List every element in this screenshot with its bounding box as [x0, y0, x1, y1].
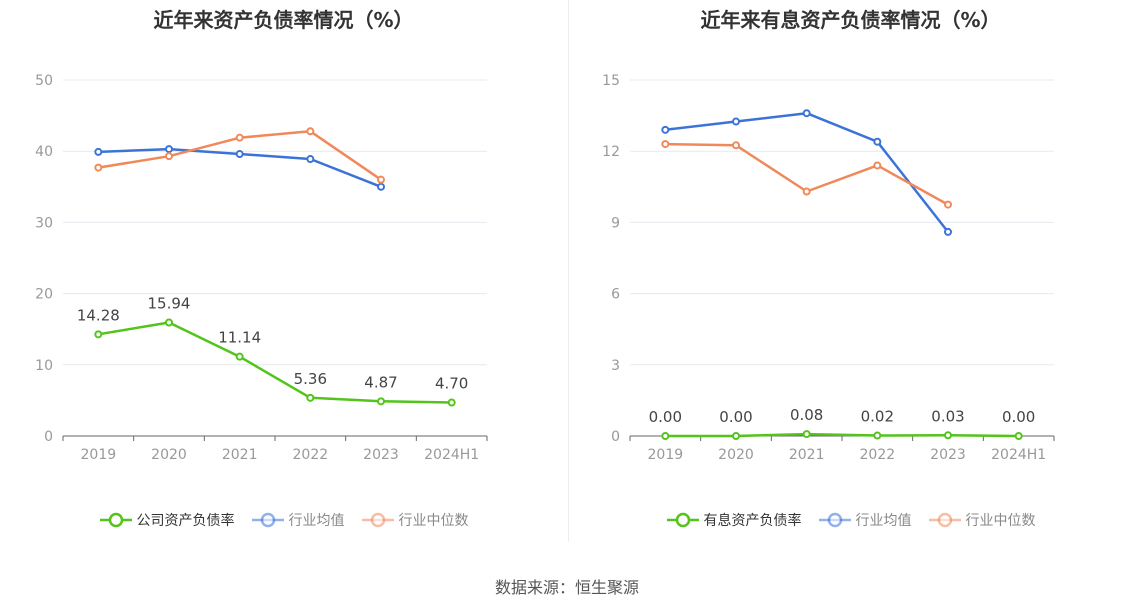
- data-label: 15.94: [148, 295, 191, 313]
- data-point: [165, 318, 173, 327]
- x-tick-label: 2020: [151, 447, 187, 463]
- x-tick-label: 2020: [718, 447, 754, 463]
- data-point: [873, 137, 882, 146]
- y-tick-label: 3: [611, 358, 620, 374]
- data-label: 0.00: [719, 408, 752, 426]
- legend-swatch-icon: [666, 512, 699, 528]
- x-tick-label: 2019: [81, 447, 117, 463]
- legend-item[interactable]: 行业均值: [818, 510, 912, 530]
- legend-swatch-icon: [818, 512, 851, 528]
- legend-label: 行业均值: [855, 513, 912, 529]
- data-label: 0.00: [1002, 408, 1035, 426]
- right-chart-plot: 0 3 6 9 12 15 2019 2020 2021 2022 2023 2024H1 0.00 0.…: [602, 73, 1055, 463]
- x-tick-label: 2023: [363, 447, 399, 463]
- data-point: [165, 145, 173, 154]
- data-point: [94, 147, 103, 156]
- data-point: [873, 431, 882, 440]
- legend-swatch-icon: [99, 512, 132, 528]
- y-tick-label: 30: [35, 215, 53, 231]
- data-point: [802, 430, 811, 439]
- left-chart-plot: 0 10 20 30 40 50 2019 2020 2021 2022 2023 2024H1 14.…: [35, 73, 488, 463]
- y-tick-label: 50: [35, 73, 53, 89]
- left-chart-panel: 近年来资产负债率情况（%） 0 10 20 30 40 50 2019 2020 2021 202…: [0, 0, 567, 560]
- x-tick-label: 2024H1: [424, 447, 479, 463]
- data-point: [235, 133, 244, 142]
- x-tick-label: 2022: [860, 447, 896, 463]
- data-point: [306, 127, 315, 136]
- data-point: [732, 432, 740, 440]
- y-tick-label: 0: [44, 429, 53, 445]
- y-tick-label: 12: [602, 144, 620, 160]
- legend-item[interactable]: 行业中位数: [361, 510, 469, 530]
- right-chart-panel: 近年来有息资产负债率情况（%） 0 3 6 9 12 15 2019 2020 2021 2022…: [567, 0, 1134, 560]
- y-tick-label: 20: [35, 287, 53, 303]
- data-point: [94, 330, 103, 339]
- data-point: [732, 141, 740, 150]
- data-label: 0.00: [649, 408, 682, 426]
- y-tick-label: 6: [611, 287, 620, 303]
- y-tick-label: 10: [35, 358, 53, 374]
- data-point: [235, 150, 244, 159]
- legend-item[interactable]: 行业均值: [251, 510, 345, 530]
- legend-swatch-icon: [928, 512, 961, 528]
- left-chart-legend: 公司资产负债率 行业均值 行业中位数: [0, 510, 567, 530]
- y-tick-label: 15: [602, 73, 620, 89]
- data-label: 0.03: [931, 407, 964, 425]
- y-tick-label: 9: [611, 215, 620, 231]
- data-label: 0.08: [790, 406, 823, 424]
- x-tick-label: 2024H1: [991, 447, 1046, 463]
- x-tick-label: 2022: [293, 447, 329, 463]
- data-label: 4.70: [435, 375, 468, 393]
- series-line: [665, 432, 1019, 438]
- data-point: [1014, 432, 1023, 440]
- data-label: 11.14: [218, 329, 261, 347]
- legend-item[interactable]: 公司资产负债率: [99, 510, 235, 530]
- data-point: [377, 175, 385, 184]
- data-label: 14.28: [77, 306, 120, 324]
- x-tick-label: 2023: [930, 447, 966, 463]
- x-tick-label: 2021: [789, 447, 825, 463]
- legend-label: 行业中位数: [398, 513, 469, 529]
- data-point: [944, 200, 952, 209]
- legend-label: 行业均值: [288, 513, 345, 529]
- data-point: [661, 140, 670, 149]
- data-point: [802, 187, 811, 196]
- data-label: 0.02: [861, 408, 894, 426]
- y-tick-label: 0: [611, 429, 620, 445]
- legend-label: 有息资产负债率: [703, 513, 802, 529]
- data-point: [802, 109, 811, 118]
- series-line: [665, 111, 949, 233]
- chart-title: 近年来资产负债率情况（%）: [153, 8, 414, 32]
- data-label: 5.36: [294, 370, 327, 388]
- data-point: [661, 125, 670, 134]
- data-point: [732, 117, 740, 126]
- data-point: [377, 397, 385, 406]
- legend-item[interactable]: 行业中位数: [928, 510, 1036, 530]
- chart-title: 近年来有息资产负债率情况（%）: [700, 8, 1001, 32]
- data-source-note: 数据来源：恒生聚源: [494, 578, 639, 597]
- right-chart-legend: 有息资产负债率 行业均值 行业中位数: [567, 510, 1134, 530]
- data-point: [377, 182, 385, 191]
- data-point: [944, 431, 952, 440]
- x-tick-label: 2021: [222, 447, 258, 463]
- data-point: [165, 152, 173, 161]
- legend-swatch-icon: [361, 512, 394, 528]
- data-point: [94, 163, 103, 172]
- data-point: [447, 398, 456, 407]
- legend-item[interactable]: 有息资产负债率: [666, 510, 802, 530]
- data-point: [944, 227, 952, 236]
- data-label: 4.87: [364, 373, 397, 391]
- data-point: [661, 432, 670, 440]
- legend-label: 公司资产负债率: [136, 513, 235, 529]
- data-point: [306, 393, 315, 402]
- y-tick-label: 40: [35, 144, 53, 160]
- data-point: [873, 161, 882, 170]
- legend-label: 行业中位数: [965, 513, 1036, 529]
- data-point: [235, 352, 244, 361]
- x-tick-label: 2019: [648, 447, 684, 463]
- data-point: [306, 155, 315, 164]
- series-line: [98, 321, 452, 404]
- legend-swatch-icon: [251, 512, 284, 528]
- panel-divider: [568, 0, 569, 542]
